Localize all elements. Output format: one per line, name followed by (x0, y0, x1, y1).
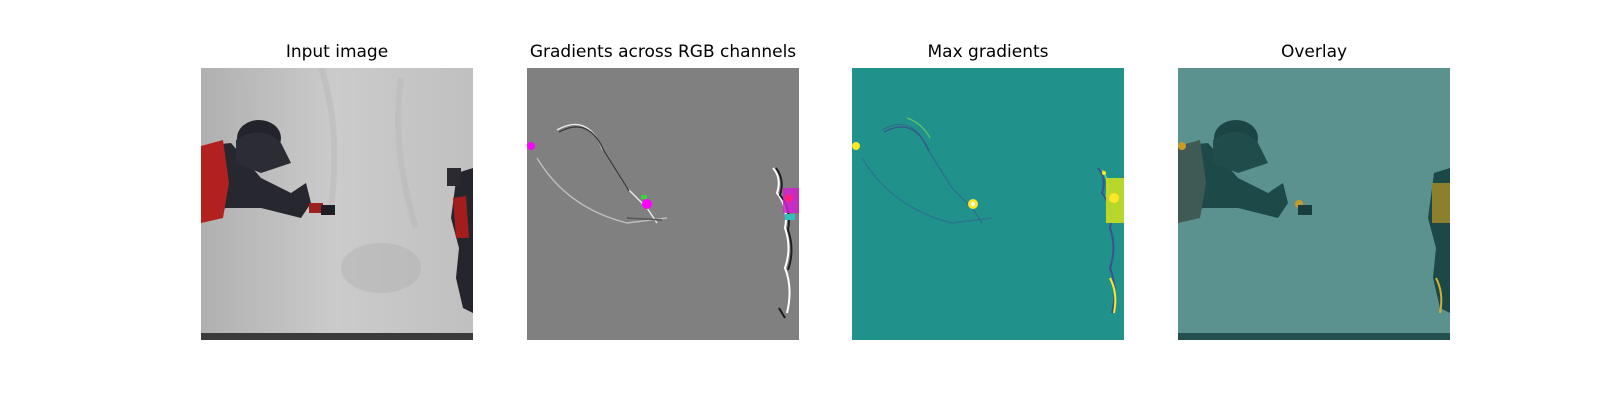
panel-title: Input image (201, 42, 473, 62)
overlay-image (1178, 68, 1450, 340)
panel-title: Gradients across RGB channels (527, 42, 799, 62)
input-image (201, 68, 473, 340)
gradients-image (527, 68, 799, 340)
panel-title: Overlay (1178, 42, 1450, 62)
max-gradients-image (852, 68, 1124, 340)
panel-title: Max gradients (852, 42, 1124, 62)
